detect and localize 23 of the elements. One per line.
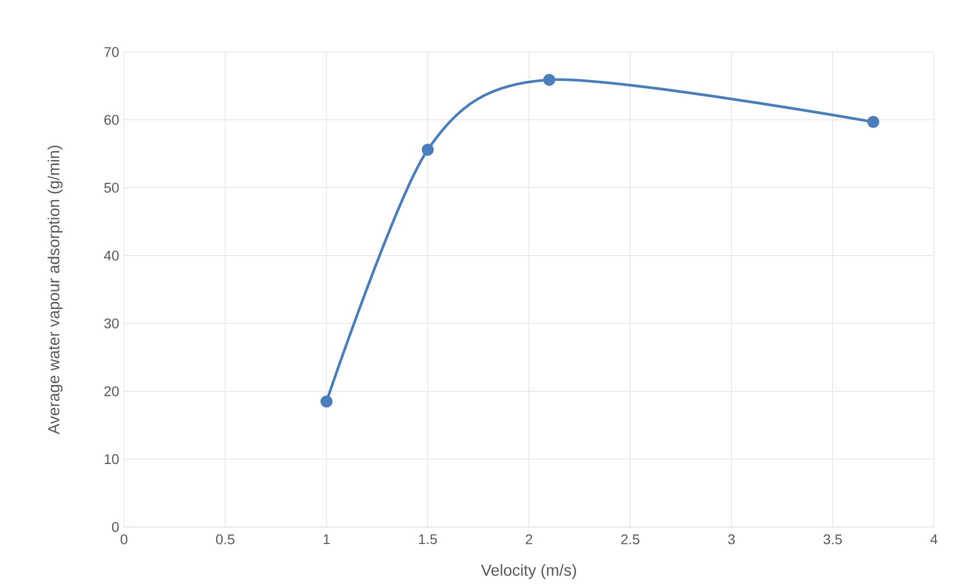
y-tick-label: 30 <box>104 318 119 328</box>
y-tick-label: 20 <box>104 386 119 396</box>
x-tick-label: 2 <box>526 534 532 544</box>
y-tick-label: 50 <box>104 182 119 193</box>
y-tick-label: 10 <box>104 454 119 464</box>
x-tick-label: 0.5 <box>216 534 234 544</box>
x-axis-title: Velocity (m/s) <box>481 564 576 580</box>
x-tick-label: 3 <box>728 534 735 544</box>
x-tick-label: 2.5 <box>621 534 640 544</box>
y-tick-label: 0 <box>112 522 119 532</box>
x-tick-label: 0 <box>120 534 128 544</box>
y-tick-label: 60 <box>104 114 119 125</box>
x-tick-label: 1.5 <box>419 534 437 544</box>
y-tick-label: 70 <box>104 47 119 57</box>
point <box>320 395 333 408</box>
y-tick-label: 40 <box>104 250 119 261</box>
x-tick-label: 1 <box>324 534 330 544</box>
x-tick-label: 4 <box>930 534 938 544</box>
x-tick-label: 3.5 <box>824 534 842 544</box>
point <box>867 116 880 128</box>
point <box>422 144 434 156</box>
y-axis-title: Average water vapour adsorption (g/min) <box>48 146 63 434</box>
point <box>543 74 556 86</box>
